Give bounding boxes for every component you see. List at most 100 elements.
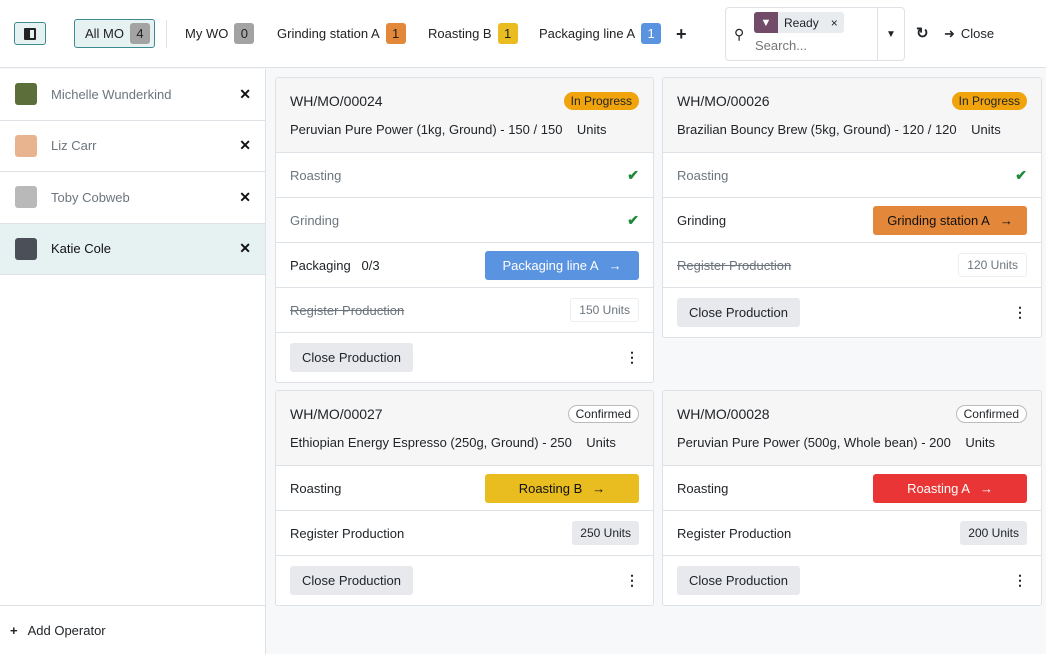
arrow-right-icon: →	[608, 257, 622, 273]
arrow-right-icon: →	[592, 480, 606, 496]
status-badge: Confirmed	[955, 405, 1027, 423]
plus-icon[interactable]: +	[676, 24, 687, 44]
workorder-row[interactable]: Roasting ✔	[663, 153, 1041, 198]
avatar	[15, 134, 37, 157]
close-production-button[interactable]: Close Production	[677, 298, 800, 327]
operator-item[interactable]: Toby Cobweb ✕	[0, 172, 265, 224]
mo-reference: WH/MO/00024	[290, 93, 383, 109]
check-icon: ✔	[627, 211, 639, 228]
workcenter-label: Packaging line A	[502, 257, 599, 273]
avatar	[15, 237, 37, 260]
operator-item[interactable]: Katie Cole ✕	[0, 223, 265, 275]
workorder-row[interactable]: Register Production 250 Units	[276, 511, 653, 556]
sign-out-icon: ➜	[944, 26, 955, 41]
search-icon: ⚲	[734, 26, 745, 42]
avatar	[15, 186, 37, 209]
quantity-button[interactable]: 150 Units	[570, 298, 639, 322]
tab-packaging-line-a[interactable]: Packaging line A 1	[539, 19, 662, 48]
workorder-row[interactable]: Register Production 120 Units	[663, 243, 1041, 288]
workorder-row[interactable]: Grinding Grinding station A →	[663, 198, 1041, 243]
mo-reference: WH/MO/00027	[290, 406, 383, 422]
operator-item[interactable]: Michelle Wunderkind ✕	[0, 69, 265, 121]
close-production-button[interactable]: Close Production	[677, 566, 800, 595]
workorder-row[interactable]: Roasting ✔	[276, 153, 653, 198]
step-label: Roasting	[677, 480, 729, 496]
arrow-right-icon: →	[979, 480, 993, 496]
workcenter-button[interactable]: Roasting B →	[485, 473, 639, 503]
step-label: Register Production	[290, 302, 405, 318]
refresh-icon[interactable]: ↻	[916, 25, 929, 42]
tab-my-wo[interactable]: My WO 0	[185, 19, 255, 48]
remove-operator-icon[interactable]: ✕	[239, 240, 251, 257]
operator-sidebar: Michelle Wunderkind ✕ Liz Carr ✕ Toby Cobweb…	[0, 69, 266, 654]
search-dropdown-toggle[interactable]: ▼	[877, 8, 904, 60]
facet-remove-icon[interactable]: ×	[830, 15, 838, 30]
remove-operator-icon[interactable]: ✕	[239, 137, 251, 154]
filter-facet[interactable]: ▼ Ready ×	[754, 12, 844, 33]
kebab-menu-icon[interactable]: ⋮	[625, 349, 639, 365]
workorder-row[interactable]: Register Production 150 Units	[276, 288, 653, 333]
operator-item[interactable]: Liz Carr ✕	[0, 121, 265, 172]
card-header[interactable]: WH/MO/00024 In Progress Peruvian Pure Powe…	[276, 78, 653, 153]
workorder-row[interactable]: Register Production 200 Units	[663, 511, 1041, 556]
step-label: Register Production	[677, 525, 792, 541]
card-footer: Close Production ⋮	[276, 556, 653, 605]
check-icon: ✔	[627, 166, 639, 183]
close-button[interactable]: ➜ Close	[944, 26, 994, 42]
tab-count-badge: 0	[234, 23, 255, 44]
tab-count-badge: 1	[385, 23, 406, 44]
workcenter-button[interactable]: Packaging line A →	[485, 250, 639, 280]
remove-operator-icon[interactable]: ✕	[239, 188, 251, 205]
workorder-row[interactable]: Packaging 0/3 Packaging line A →	[276, 243, 653, 288]
tab-count-badge: 4	[130, 23, 150, 44]
workcenter-button[interactable]: Grinding station A →	[873, 205, 1027, 235]
quantity-button[interactable]: 200 Units	[960, 521, 1027, 545]
caret-down-icon: ▼	[886, 28, 896, 40]
kebab-menu-icon[interactable]: ⋮	[1013, 304, 1027, 320]
add-operator-button[interactable]: + Add Operator	[0, 605, 266, 654]
product-line: Brazilian Bouncy Brew (5kg, Ground) - 12…	[677, 122, 1001, 137]
remove-operator-icon[interactable]: ✕	[239, 85, 251, 102]
step-label: Roasting	[290, 480, 342, 496]
product-line: Peruvian Pure Power (500g, Whole bean) -…	[677, 435, 995, 450]
facet-label: Ready	[784, 15, 819, 30]
workorder-row[interactable]: Roasting Roasting A →	[663, 466, 1041, 511]
card-header[interactable]: WH/MO/00026 In Progress Brazilian Bouncy B…	[663, 78, 1041, 153]
close-label: Close	[960, 26, 995, 41]
card-header[interactable]: WH/MO/00027 Confirmed Ethiopian Energy Esp…	[276, 391, 653, 466]
mo-card: WH/MO/00027 Confirmed Ethiopian Energy Esp…	[275, 390, 654, 606]
tab-roasting-b[interactable]: Roasting B 1	[428, 19, 518, 48]
kebab-menu-icon[interactable]: ⋮	[625, 572, 639, 588]
close-production-button[interactable]: Close Production	[290, 566, 413, 595]
status-badge: In Progress	[563, 92, 639, 110]
quantity-button[interactable]: 120 Units	[958, 253, 1027, 277]
search-input[interactable]	[755, 38, 875, 53]
workcenter-label: Roasting B	[518, 480, 583, 496]
add-operator-label: Add Operator	[27, 622, 106, 638]
tab-grinding-station-a[interactable]: Grinding station A 1	[277, 19, 406, 48]
mo-card: WH/MO/00028 Confirmed Peruvian Pure Power …	[662, 390, 1042, 606]
workcenter-label: Grinding station A	[887, 212, 990, 228]
workorder-row[interactable]: Roasting Roasting B →	[276, 466, 653, 511]
status-badge: Confirmed	[567, 405, 639, 423]
plus-icon: +	[10, 622, 18, 638]
avatar	[15, 83, 37, 106]
card-footer: Close Production ⋮	[663, 556, 1041, 605]
mo-reference: WH/MO/00026	[677, 93, 770, 109]
kebab-menu-icon[interactable]: ⋮	[1013, 572, 1027, 588]
tab-all-mo[interactable]: All MO 4	[74, 19, 155, 48]
sidebar-icon	[24, 27, 36, 40]
check-icon: ✔	[1015, 166, 1027, 183]
card-footer: Close Production ⋮	[663, 288, 1041, 337]
search-box[interactable]: ⚲ ▼ Ready × ▼	[725, 7, 905, 61]
operator-name: Michelle Wunderkind	[51, 86, 172, 102]
tab-label: Roasting B	[428, 26, 492, 41]
workorder-row[interactable]: Grinding ✔	[276, 198, 653, 243]
workcenter-button[interactable]: Roasting A →	[873, 473, 1027, 503]
quantity-button[interactable]: 250 Units	[572, 521, 639, 545]
mo-card: WH/MO/00024 In Progress Peruvian Pure Powe…	[275, 77, 654, 383]
step-label: Roasting	[290, 167, 342, 183]
close-production-button[interactable]: Close Production	[290, 343, 413, 372]
card-header[interactable]: WH/MO/00028 Confirmed Peruvian Pure Power …	[663, 391, 1041, 466]
sidebar-toggle-button[interactable]	[14, 22, 46, 45]
